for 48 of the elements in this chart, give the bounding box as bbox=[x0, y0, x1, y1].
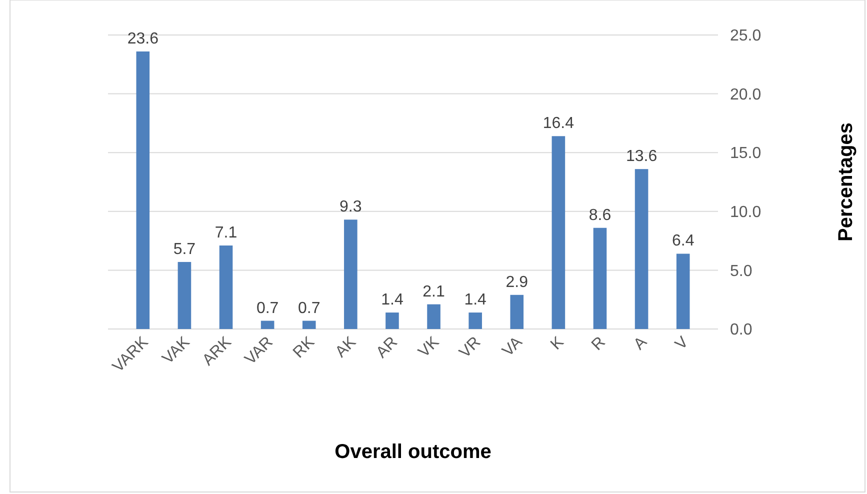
x-tick-label: R bbox=[588, 334, 609, 354]
data-label: 2.1 bbox=[422, 283, 445, 300]
bar bbox=[136, 51, 150, 329]
x-tick-label: AR bbox=[373, 334, 402, 362]
bar bbox=[593, 228, 607, 329]
bar bbox=[552, 136, 566, 329]
y-tick-label: 15.0 bbox=[730, 145, 762, 162]
data-label: 6.4 bbox=[672, 232, 694, 250]
data-label: 1.4 bbox=[464, 292, 487, 309]
data-label: 16.4 bbox=[542, 115, 574, 132]
x-tick-label: VA bbox=[499, 334, 526, 360]
data-label: 5.7 bbox=[173, 240, 196, 258]
bar bbox=[676, 254, 690, 329]
x-tick-label: VK bbox=[415, 334, 443, 361]
data-label: 7.1 bbox=[214, 224, 238, 242]
x-tick-label: K bbox=[548, 334, 568, 354]
bar bbox=[634, 169, 648, 329]
data-label: 0.7 bbox=[256, 300, 279, 317]
y-axis-title: Percentages bbox=[835, 122, 857, 242]
y-tick-label: 20.0 bbox=[730, 86, 762, 104]
bar bbox=[386, 312, 399, 329]
x-tick-label: RK bbox=[290, 334, 318, 362]
bar bbox=[468, 312, 482, 329]
data-label: 9.3 bbox=[340, 198, 362, 216]
bar bbox=[510, 294, 524, 329]
data-label: 8.6 bbox=[588, 206, 612, 224]
x-axis-title: Overall outcome bbox=[334, 441, 492, 463]
y-tick-label: 0.0 bbox=[730, 322, 752, 339]
y-tick-label: 25.0 bbox=[730, 28, 762, 45]
x-tick-label: A bbox=[630, 334, 651, 354]
bar bbox=[178, 262, 192, 329]
x-tick-label: V bbox=[672, 334, 692, 354]
bar bbox=[219, 246, 233, 329]
bar bbox=[260, 320, 274, 329]
x-tick-label: VR bbox=[456, 334, 484, 362]
data-label: 1.4 bbox=[381, 292, 404, 309]
y-tick-label: 5.0 bbox=[730, 262, 752, 280]
x-tick-label: AK bbox=[332, 334, 360, 361]
data-label: 23.6 bbox=[127, 30, 159, 48]
bar bbox=[344, 220, 358, 329]
data-label: 2.9 bbox=[506, 274, 528, 291]
x-tick-label: VAK bbox=[159, 334, 194, 368]
bar bbox=[302, 320, 316, 329]
y-tick-label: 10.0 bbox=[730, 204, 762, 221]
bar bbox=[427, 304, 440, 329]
data-label: 13.6 bbox=[626, 148, 658, 166]
x-tick-label: VAR bbox=[242, 334, 276, 368]
data-label: 0.7 bbox=[298, 300, 320, 317]
